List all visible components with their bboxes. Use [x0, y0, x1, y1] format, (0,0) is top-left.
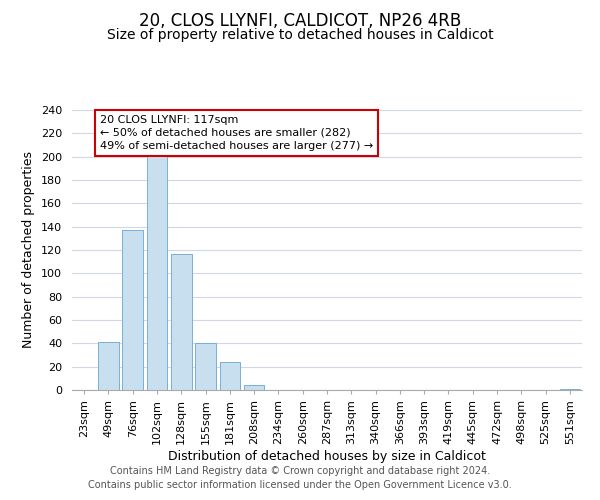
X-axis label: Distribution of detached houses by size in Caldicot: Distribution of detached houses by size … [168, 450, 486, 462]
Bar [146, 156, 167, 390]
Bar [560, 389, 580, 390]
Y-axis label: Number of detached properties: Number of detached properties [22, 152, 35, 348]
Bar [122, 230, 143, 390]
Bar [171, 254, 191, 390]
Text: Size of property relative to detached houses in Caldicot: Size of property relative to detached ho… [107, 28, 493, 42]
Bar [195, 344, 216, 390]
Text: 20, CLOS LLYNFI, CALDICOT, NP26 4RB: 20, CLOS LLYNFI, CALDICOT, NP26 4RB [139, 12, 461, 30]
Text: Contains HM Land Registry data © Crown copyright and database right 2024.: Contains HM Land Registry data © Crown c… [110, 466, 490, 476]
Bar [220, 362, 240, 390]
Bar [98, 342, 119, 390]
Text: 20 CLOS LLYNFI: 117sqm
← 50% of detached houses are smaller (282)
49% of semi-de: 20 CLOS LLYNFI: 117sqm ← 50% of detached… [100, 114, 373, 151]
Bar [244, 386, 265, 390]
Text: Contains public sector information licensed under the Open Government Licence v3: Contains public sector information licen… [88, 480, 512, 490]
